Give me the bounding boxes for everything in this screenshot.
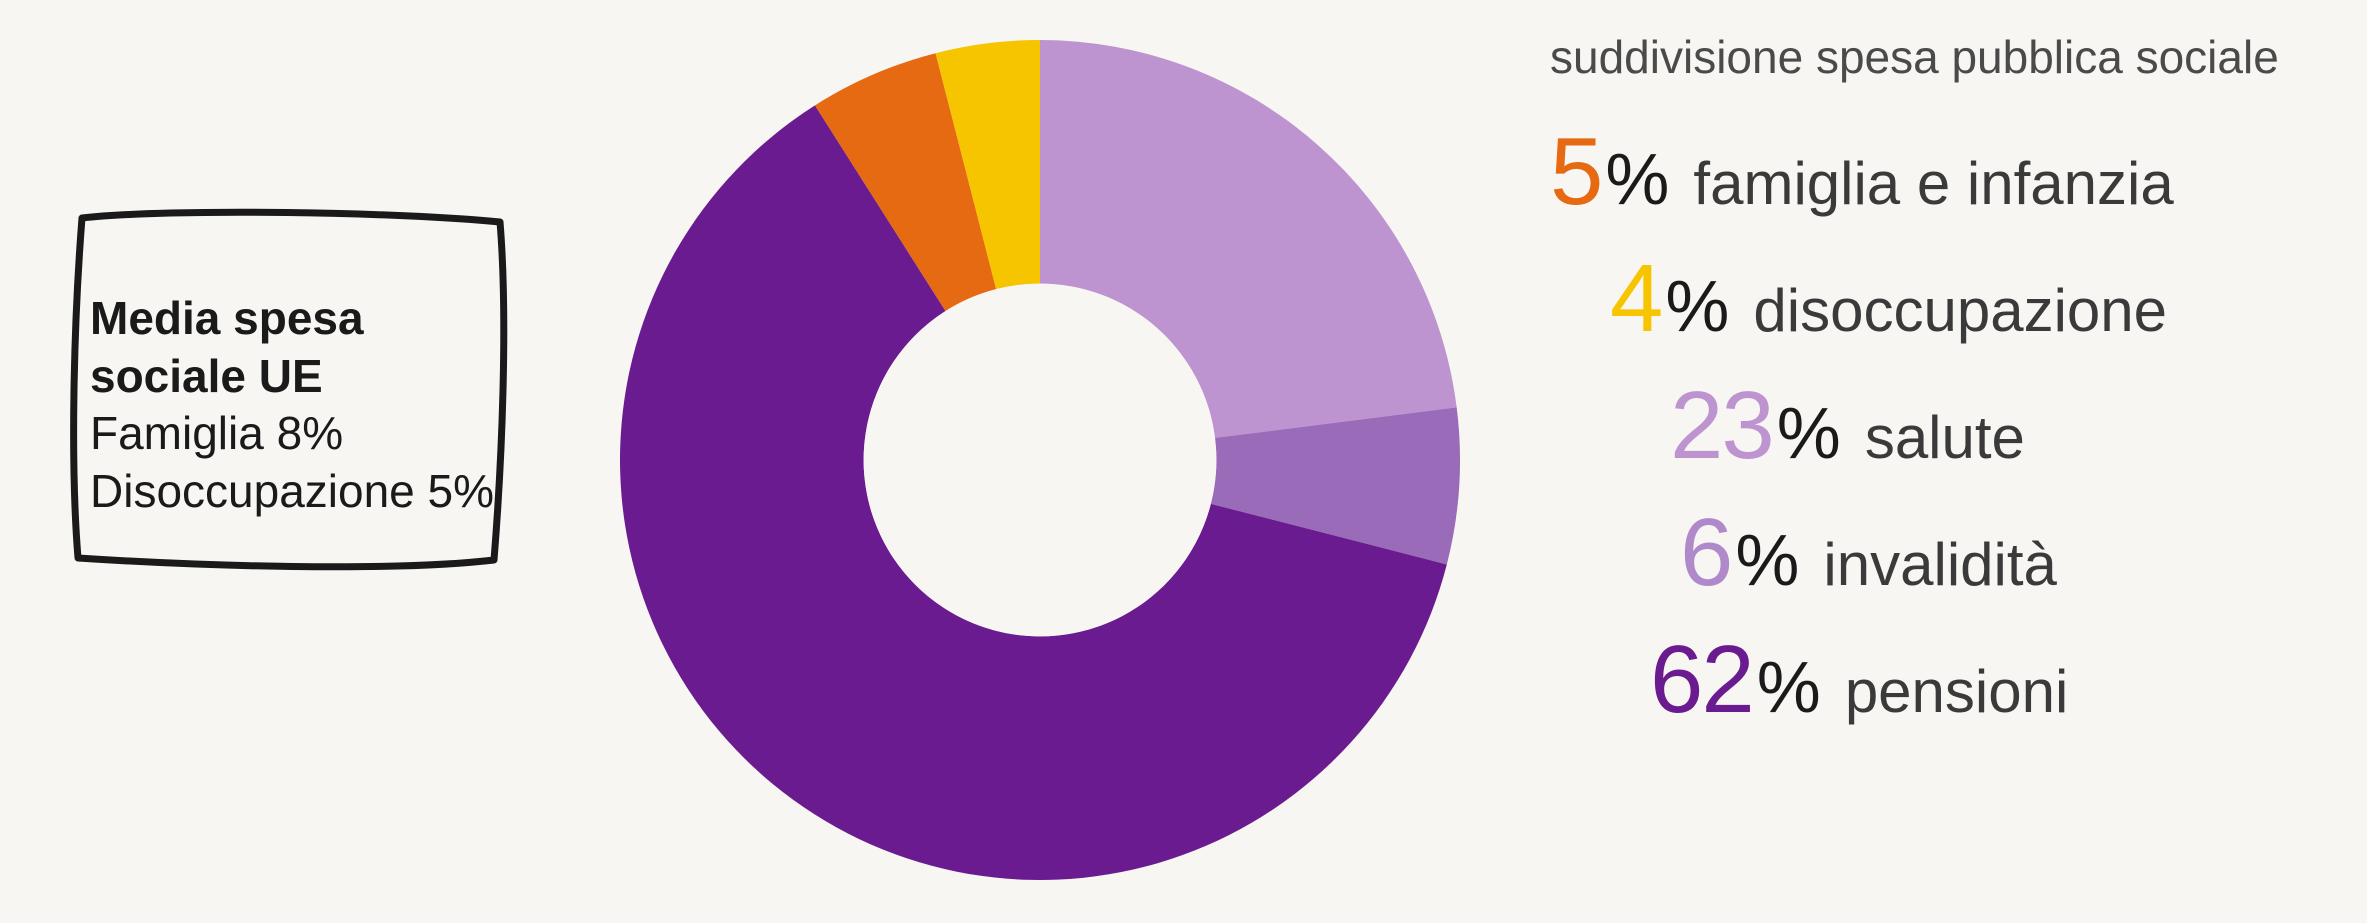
legend-value: 62 [1650, 632, 1753, 728]
legend-item-pensioni: 62 % pensioni [1650, 632, 2279, 729]
percent-sign: % [1757, 647, 1821, 729]
legend-item-invalidita: 6 % invalidità [1680, 505, 2279, 602]
legend-value: 23 [1670, 378, 1773, 474]
percent-sign: % [1665, 266, 1729, 348]
note-line3: Famiglia 8% [90, 407, 343, 459]
note-line4: Disoccupazione 5% [90, 465, 494, 517]
legend-label: invalidità [1823, 530, 2056, 599]
legend: suddivisione spesa pubblica sociale 5 % … [1550, 30, 2279, 759]
legend-item-famiglia: 5 % famiglia e infanzia [1550, 124, 2279, 221]
legend-label: famiglia e infanzia [1693, 149, 2173, 218]
legend-value: 6 [1680, 505, 1731, 601]
donut-chart [600, 20, 1480, 900]
percent-sign: % [1735, 520, 1799, 602]
note-line1: Media spesa [90, 292, 364, 344]
legend-value: 5 [1550, 124, 1601, 220]
infographic-stage: Media spesa sociale UE Famiglia 8% Disoc… [0, 0, 2367, 923]
percent-sign: % [1605, 139, 1669, 221]
note-line2: sociale UE [90, 350, 323, 402]
legend-value: 4 [1610, 251, 1661, 347]
donut-hole [864, 284, 1217, 637]
legend-label: salute [1865, 403, 2025, 472]
legend-label: disoccupazione [1753, 276, 2167, 345]
legend-title: suddivisione spesa pubblica sociale [1550, 30, 2279, 84]
note-text: Media spesa sociale UE Famiglia 8% Disoc… [90, 290, 494, 520]
legend-label: pensioni [1845, 657, 2069, 726]
legend-item-disoccupazione: 4 % disoccupazione [1610, 251, 2279, 348]
legend-item-salute: 23 % salute [1670, 378, 2279, 475]
donut-svg [600, 20, 1480, 900]
eu-average-note: Media spesa sociale UE Famiglia 8% Disoc… [60, 200, 510, 580]
percent-sign: % [1777, 393, 1841, 475]
